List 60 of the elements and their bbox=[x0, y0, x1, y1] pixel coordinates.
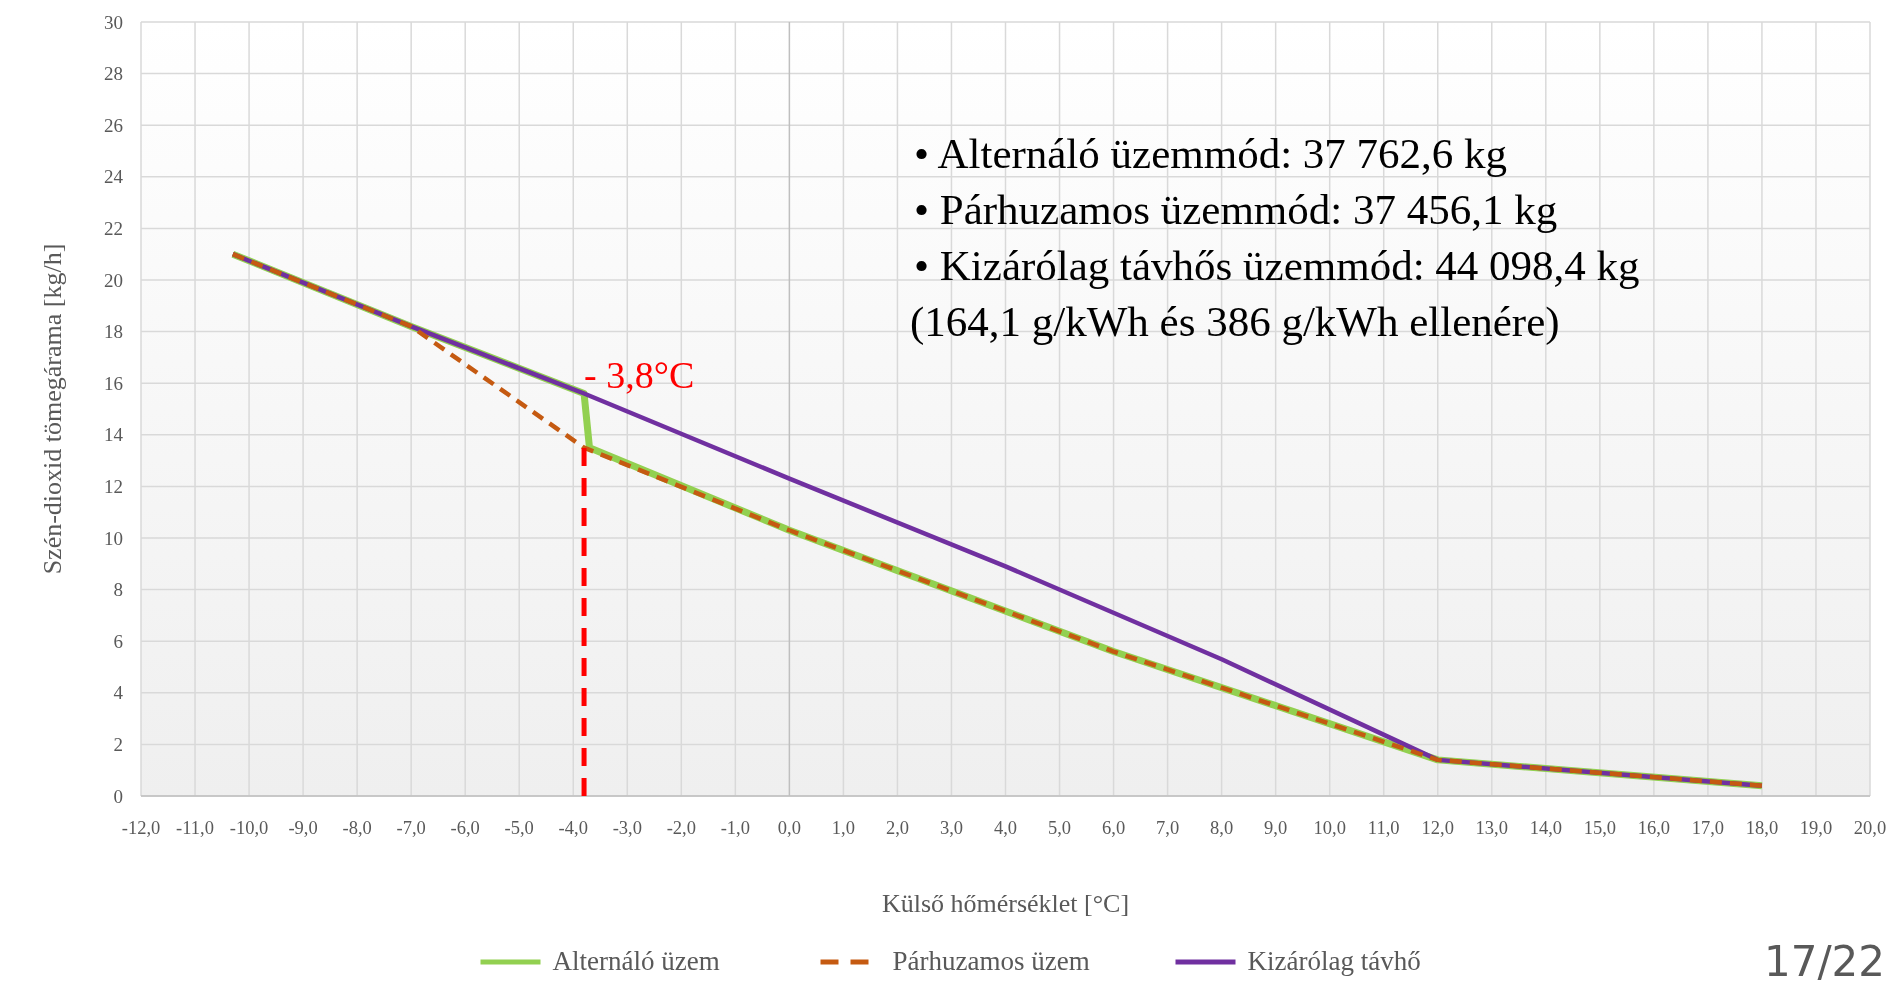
x-tick-label: 7,0 bbox=[1156, 818, 1180, 838]
x-tick-label: 12,0 bbox=[1421, 818, 1454, 838]
x-tick-label: 9,0 bbox=[1264, 818, 1288, 838]
legend-label: Párhuzamos üzem bbox=[892, 946, 1090, 976]
x-tick-label: 5,0 bbox=[1047, 818, 1072, 838]
x-tick-label: 2,0 bbox=[885, 818, 909, 838]
y-tick-label: 12 bbox=[104, 476, 123, 498]
y-tick-label: 6 bbox=[113, 630, 123, 652]
x-tick-label: -4,0 bbox=[558, 818, 588, 838]
annotation: - 3,8°C bbox=[584, 354, 695, 397]
annotation: • Párhuzamos üzemmód: 37 456,1 kg bbox=[914, 186, 1558, 233]
y-tick-label: 22 bbox=[104, 218, 123, 240]
y-tick-label: 16 bbox=[104, 372, 123, 394]
y-tick-label: 0 bbox=[113, 785, 123, 807]
x-tick-label: 15,0 bbox=[1583, 818, 1617, 838]
x-tick-label: 0,0 bbox=[777, 818, 801, 838]
x-tick-label: -2,0 bbox=[666, 818, 696, 838]
x-tick-label: 11,0 bbox=[1367, 818, 1400, 838]
x-tick-label: -5,0 bbox=[504, 818, 534, 838]
x-tick-label: -12,0 bbox=[121, 818, 161, 838]
y-axis-title: Szén-dioxid tömegárama [kg/h] bbox=[38, 243, 67, 575]
y-tick-label: 20 bbox=[104, 269, 123, 291]
y-tick-label: 10 bbox=[104, 527, 123, 549]
y-tick-label: 26 bbox=[104, 114, 123, 136]
x-tick-label: 6,0 bbox=[1102, 818, 1126, 838]
y-tick-label: 4 bbox=[113, 682, 124, 704]
y-tick-label: 30 bbox=[104, 11, 123, 33]
x-tick-label: 19,0 bbox=[1799, 818, 1833, 838]
x-tick-label: -1,0 bbox=[720, 818, 750, 838]
y-tick-label: 14 bbox=[104, 424, 124, 446]
x-tick-label: 4,0 bbox=[993, 818, 1018, 838]
legend-label: Kizárólag távhő bbox=[1247, 946, 1421, 976]
x-tick-label: -10,0 bbox=[229, 818, 269, 838]
legend-label: Alternáló üzem bbox=[552, 946, 720, 976]
x-tick-label: -3,0 bbox=[612, 818, 642, 838]
x-tick-label: 16,0 bbox=[1637, 818, 1671, 838]
x-tick-label: 14,0 bbox=[1529, 818, 1562, 838]
x-tick-label: 13,0 bbox=[1475, 818, 1508, 838]
x-tick-label: -11,0 bbox=[176, 818, 214, 838]
x-tick-label: 1,0 bbox=[831, 818, 855, 838]
x-tick-label: 20,0 bbox=[1853, 818, 1887, 838]
annotation: (164,1 g/kWh és 386 g/kWh ellenére) bbox=[910, 298, 1560, 346]
x-tick-label: -9,0 bbox=[288, 818, 318, 838]
x-tick-label: -8,0 bbox=[342, 818, 372, 838]
x-tick-label: 18,0 bbox=[1745, 818, 1779, 838]
annotation: • Alternáló üzemmód: 37 762,6 kg bbox=[914, 130, 1508, 177]
x-tick-label: 3,0 bbox=[939, 818, 964, 838]
x-tick-label: 8,0 bbox=[1210, 818, 1234, 838]
x-tick-label: 10,0 bbox=[1313, 818, 1346, 838]
x-tick-label: 17,0 bbox=[1691, 818, 1725, 838]
y-tick-label: 2 bbox=[113, 734, 123, 756]
y-tick-label: 18 bbox=[104, 321, 123, 343]
y-tick-label: 8 bbox=[113, 579, 123, 601]
x-tick-label: -7,0 bbox=[396, 818, 426, 838]
x-axis-title: Külső hőmérséklet [°C] bbox=[881, 889, 1130, 918]
y-tick-label: 24 bbox=[104, 166, 124, 188]
x-tick-label: -6,0 bbox=[450, 818, 480, 838]
y-tick-label: 28 bbox=[104, 63, 123, 85]
text: 17/22 bbox=[1763, 937, 1885, 986]
annotation: • Kizárólag távhős üzemmód: 44 098,4 kg bbox=[914, 242, 1640, 289]
